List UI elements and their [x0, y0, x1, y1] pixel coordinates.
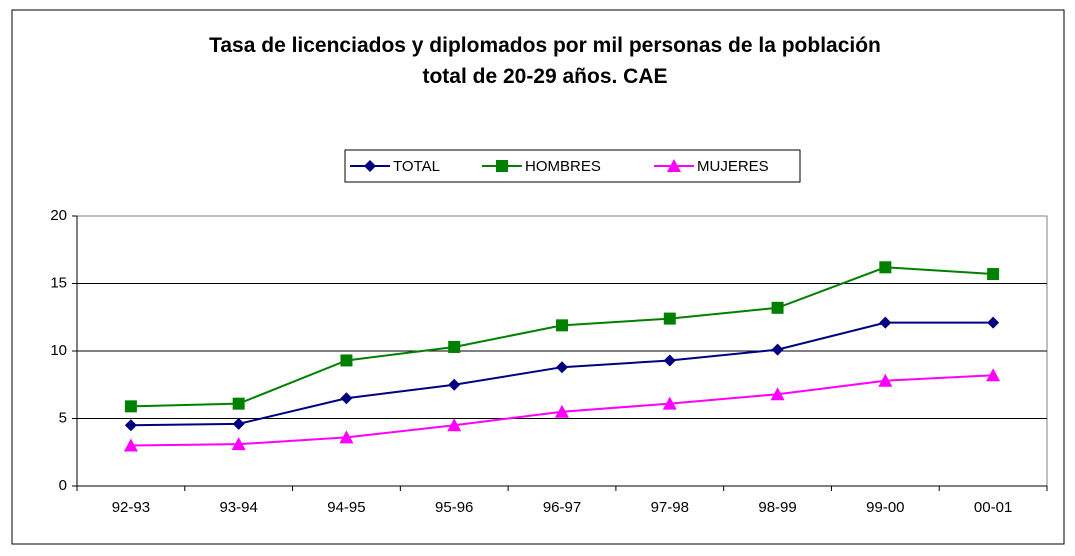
marker	[663, 312, 676, 325]
marker	[123, 438, 138, 452]
x-tick-label: 96-97	[543, 499, 581, 516]
x-tick-label: 95-96	[435, 499, 473, 516]
legend-label: HOMBRES	[525, 158, 601, 175]
marker	[232, 397, 245, 410]
marker	[448, 378, 461, 391]
marker	[879, 261, 892, 274]
legend-marker	[667, 159, 681, 172]
marker	[987, 316, 1000, 329]
marker	[986, 368, 1001, 382]
legend-label: MUJERES	[697, 158, 769, 175]
chart-title: Tasa de licenciados y diplomados por mil…	[209, 34, 881, 88]
marker	[555, 404, 569, 418]
marker	[878, 373, 893, 387]
x-tick-label: 94-95	[327, 499, 365, 516]
marker	[447, 418, 462, 432]
marker	[987, 268, 1000, 281]
marker	[124, 400, 137, 413]
legend-marker	[496, 160, 508, 172]
marker	[771, 343, 784, 356]
y-tick-label: 0	[59, 477, 67, 494]
marker	[340, 392, 353, 405]
y-tick-label: 5	[59, 409, 67, 426]
marker	[771, 301, 784, 314]
x-tick-label: 00-01	[974, 499, 1012, 516]
marker	[556, 361, 568, 374]
marker	[340, 354, 353, 367]
x-tick-label: 93-94	[219, 499, 257, 516]
marker	[231, 437, 246, 451]
marker	[663, 354, 676, 367]
y-tick-label: 10	[50, 342, 67, 359]
legend-label: TOTAL	[393, 158, 440, 175]
x-tick-label: 92-93	[112, 499, 150, 516]
marker	[879, 316, 892, 329]
marker	[448, 340, 461, 353]
marker	[556, 319, 568, 332]
x-tick-label: 99-00	[866, 499, 904, 516]
marker	[770, 387, 785, 401]
y-tick-label: 15	[50, 274, 67, 291]
marker	[339, 430, 354, 444]
marker	[124, 419, 137, 432]
marker	[232, 417, 245, 430]
marker	[662, 396, 677, 410]
x-tick-label: 97-98	[651, 499, 689, 516]
y-tick-label: 20	[50, 207, 67, 224]
x-tick-label: 98-99	[758, 499, 796, 516]
legend-box	[344, 149, 801, 183]
legend-marker	[364, 160, 376, 172]
